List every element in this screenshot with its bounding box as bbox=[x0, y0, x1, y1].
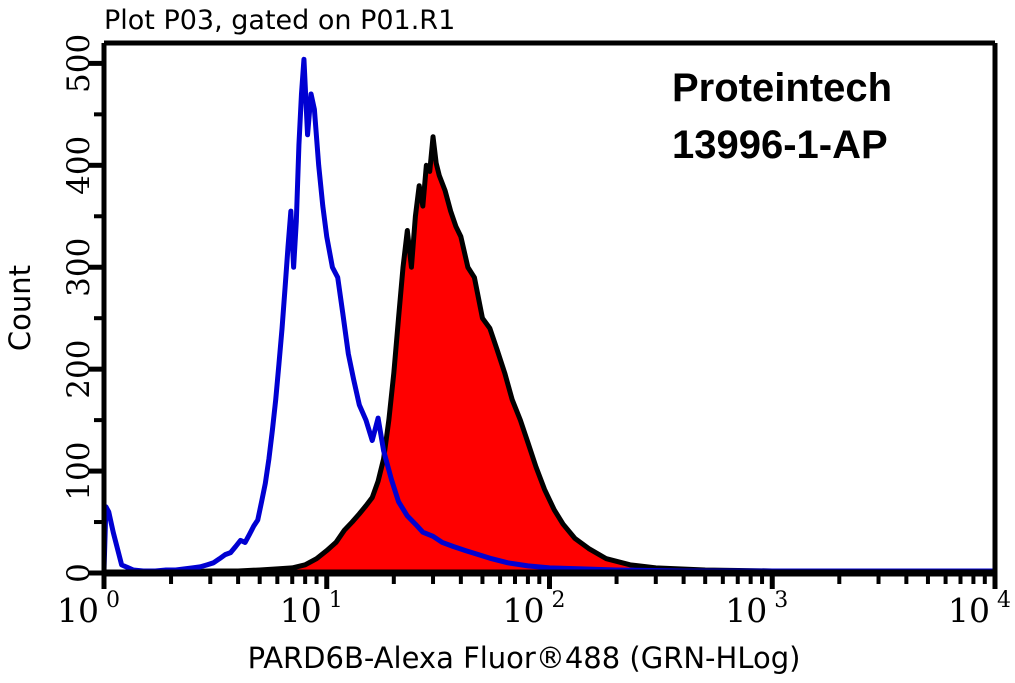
x-tick-label-exponent: 1 bbox=[329, 588, 343, 613]
data-layer bbox=[104, 56, 995, 573]
plot-title: Plot P03, gated on P01.R1 bbox=[104, 5, 455, 36]
x-tick-label-exponent: 3 bbox=[774, 588, 788, 613]
axes-frame bbox=[101, 40, 998, 577]
control-histogram-line bbox=[104, 56, 995, 573]
x-tick-label-exponent: 2 bbox=[552, 588, 566, 613]
catalog-number-annotation: 13996-1-AP bbox=[672, 123, 888, 167]
x-axis-tick-labels: 10 0 10 1 10 2 10 3 10 4 bbox=[57, 588, 1011, 630]
y-tick-label: 300 bbox=[61, 238, 97, 297]
brand-name-annotation: Proteintech bbox=[672, 66, 892, 110]
x-axis-label: PARD6B-Alexa Fluor®488 (GRN-HLog) bbox=[248, 641, 801, 675]
y-axis-ticks bbox=[88, 60, 104, 576]
x-axis-ticks bbox=[101, 573, 998, 589]
x-tick-label-exponent: 4 bbox=[997, 588, 1011, 613]
x-tick-label-base: 10 bbox=[948, 591, 990, 630]
y-axis-label: Count bbox=[3, 265, 37, 351]
y-tick-label: 400 bbox=[61, 136, 97, 195]
sample-histogram-outline bbox=[104, 134, 995, 573]
y-tick-label: 100 bbox=[61, 441, 97, 500]
y-tick-label: 200 bbox=[61, 340, 97, 399]
x-tick-label-base: 10 bbox=[725, 591, 767, 630]
x-tick-label-exponent: 0 bbox=[106, 588, 120, 613]
y-tick-label: 500 bbox=[61, 34, 97, 93]
y-tick-label: 0 bbox=[61, 563, 97, 583]
x-tick-label-base: 10 bbox=[280, 591, 322, 630]
x-tick-label-base: 10 bbox=[57, 591, 99, 630]
x-tick-label-base: 10 bbox=[503, 591, 545, 630]
y-axis-tick-labels: 0 100 200 300 400 500 bbox=[61, 34, 97, 583]
